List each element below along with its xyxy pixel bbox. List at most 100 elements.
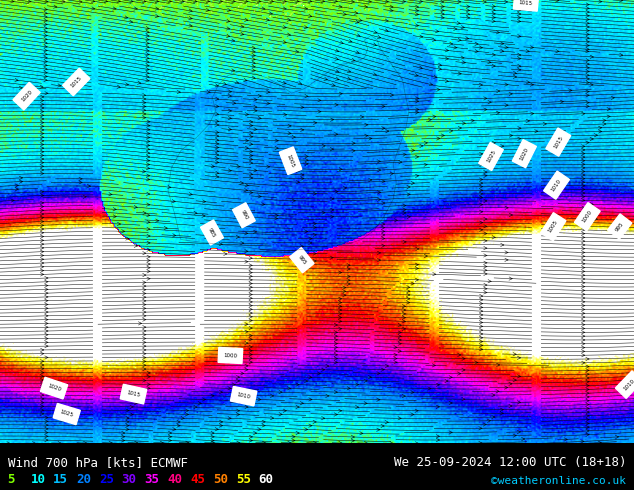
FancyArrowPatch shape — [245, 232, 248, 235]
FancyArrowPatch shape — [491, 416, 495, 419]
FancyArrowPatch shape — [304, 230, 307, 233]
FancyArrowPatch shape — [492, 53, 495, 56]
FancyArrowPatch shape — [146, 60, 149, 63]
FancyArrowPatch shape — [236, 409, 240, 413]
FancyArrowPatch shape — [40, 85, 43, 88]
FancyArrowPatch shape — [309, 237, 312, 240]
FancyArrowPatch shape — [189, 17, 192, 20]
FancyArrowPatch shape — [322, 144, 325, 147]
FancyArrowPatch shape — [215, 428, 219, 431]
FancyArrowPatch shape — [500, 408, 503, 411]
FancyArrowPatch shape — [598, 126, 602, 129]
FancyArrowPatch shape — [249, 439, 252, 442]
FancyArrowPatch shape — [143, 344, 146, 348]
FancyArrowPatch shape — [326, 365, 329, 368]
FancyArrowPatch shape — [249, 349, 252, 352]
FancyArrowPatch shape — [216, 146, 219, 149]
FancyArrowPatch shape — [143, 348, 146, 352]
FancyArrowPatch shape — [252, 65, 256, 68]
FancyArrowPatch shape — [322, 211, 325, 214]
FancyArrowPatch shape — [236, 379, 240, 383]
FancyArrowPatch shape — [444, 379, 448, 383]
FancyArrowPatch shape — [403, 208, 406, 211]
FancyArrowPatch shape — [334, 338, 337, 342]
FancyArrowPatch shape — [283, 7, 287, 10]
FancyArrowPatch shape — [147, 277, 150, 280]
FancyArrowPatch shape — [586, 6, 589, 10]
FancyArrowPatch shape — [143, 116, 146, 119]
FancyArrowPatch shape — [461, 56, 464, 59]
FancyArrowPatch shape — [352, 142, 355, 145]
FancyArrowPatch shape — [436, 383, 439, 387]
FancyArrowPatch shape — [586, 40, 589, 43]
Text: 60: 60 — [259, 473, 274, 486]
FancyArrowPatch shape — [334, 357, 337, 360]
FancyArrowPatch shape — [44, 67, 48, 71]
FancyArrowPatch shape — [143, 97, 146, 100]
FancyArrowPatch shape — [305, 95, 308, 98]
FancyArrowPatch shape — [330, 118, 333, 122]
FancyArrowPatch shape — [496, 90, 500, 93]
FancyArrowPatch shape — [313, 252, 316, 255]
FancyArrowPatch shape — [146, 34, 149, 37]
FancyArrowPatch shape — [339, 92, 342, 96]
FancyArrowPatch shape — [15, 184, 18, 187]
FancyArrowPatch shape — [339, 312, 342, 316]
FancyArrowPatch shape — [373, 73, 377, 76]
FancyArrowPatch shape — [245, 322, 248, 326]
FancyArrowPatch shape — [342, 294, 346, 297]
FancyArrowPatch shape — [505, 46, 508, 49]
FancyArrowPatch shape — [586, 101, 589, 104]
FancyArrowPatch shape — [41, 157, 44, 161]
FancyArrowPatch shape — [207, 90, 210, 94]
FancyArrowPatch shape — [484, 224, 487, 228]
FancyArrowPatch shape — [586, 380, 589, 384]
FancyArrowPatch shape — [261, 7, 265, 10]
FancyArrowPatch shape — [356, 50, 359, 54]
FancyArrowPatch shape — [377, 160, 380, 163]
FancyArrowPatch shape — [226, 19, 230, 23]
Text: 25: 25 — [99, 473, 114, 486]
FancyArrowPatch shape — [479, 163, 482, 167]
FancyArrowPatch shape — [292, 199, 295, 202]
FancyArrowPatch shape — [586, 48, 589, 51]
FancyArrowPatch shape — [287, 33, 290, 36]
FancyArrowPatch shape — [586, 74, 589, 77]
FancyArrowPatch shape — [581, 180, 585, 184]
FancyArrowPatch shape — [249, 311, 252, 315]
FancyArrowPatch shape — [492, 16, 495, 19]
FancyArrowPatch shape — [108, 193, 112, 196]
FancyArrowPatch shape — [44, 299, 48, 302]
FancyArrowPatch shape — [607, 115, 611, 118]
FancyArrowPatch shape — [458, 372, 461, 375]
FancyArrowPatch shape — [313, 441, 316, 444]
FancyArrowPatch shape — [143, 273, 146, 277]
FancyArrowPatch shape — [309, 241, 312, 245]
FancyArrowPatch shape — [210, 435, 214, 439]
FancyArrowPatch shape — [458, 353, 461, 357]
FancyArrowPatch shape — [415, 409, 418, 413]
FancyArrowPatch shape — [41, 254, 44, 257]
FancyArrowPatch shape — [517, 5, 521, 8]
FancyArrowPatch shape — [41, 117, 44, 121]
FancyArrowPatch shape — [283, 25, 287, 29]
FancyArrowPatch shape — [479, 185, 482, 188]
FancyArrowPatch shape — [581, 319, 585, 322]
FancyArrowPatch shape — [437, 137, 440, 140]
FancyArrowPatch shape — [160, 441, 164, 444]
FancyArrowPatch shape — [41, 124, 44, 128]
FancyArrowPatch shape — [249, 401, 252, 405]
FancyArrowPatch shape — [172, 234, 176, 237]
FancyArrowPatch shape — [321, 0, 325, 2]
FancyArrowPatch shape — [598, 441, 602, 444]
FancyArrowPatch shape — [19, 180, 23, 183]
FancyArrowPatch shape — [335, 103, 338, 106]
FancyArrowPatch shape — [146, 79, 149, 82]
FancyArrowPatch shape — [83, 195, 86, 198]
FancyArrowPatch shape — [406, 290, 410, 293]
FancyArrowPatch shape — [382, 222, 385, 226]
FancyArrowPatch shape — [143, 360, 146, 363]
FancyArrowPatch shape — [143, 341, 146, 344]
FancyArrowPatch shape — [266, 18, 269, 22]
FancyArrowPatch shape — [44, 322, 48, 325]
